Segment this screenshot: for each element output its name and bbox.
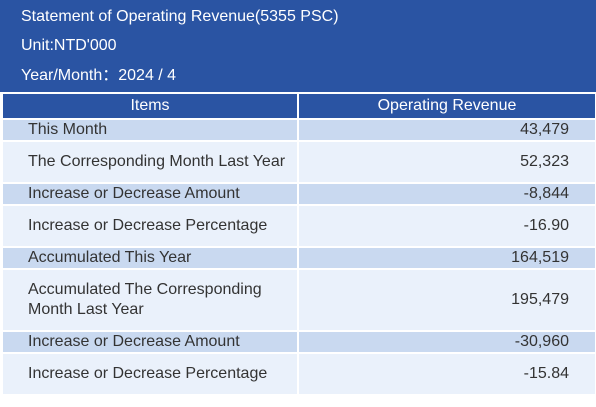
table-row: Increase or Decrease Percentage -15.84 [1,352,596,396]
column-header-items: Items [1,92,299,120]
item-cell: Increase or Decrease Percentage [1,204,299,248]
value-cell: 195,479 [297,268,596,332]
table-row: Increase or Decrease Amount -8,844 [1,182,596,206]
item-cell: Accumulated This Year [1,246,299,270]
table-row: The Corresponding Month Last Year 52,323 [1,140,596,184]
value-cell: 164,519 [297,246,596,270]
value-cell: 43,479 [297,118,596,142]
table-row: Accumulated The Corresponding Month Last… [1,268,596,332]
table-row: Increase or Decrease Percentage -16.90 [1,204,596,248]
value-cell: -16.90 [297,204,596,248]
statement-title: Statement of Operating Revenue(5355 PSC) [21,8,339,25]
item-cell: This Month [1,118,299,142]
value-cell: -8,844 [297,182,596,206]
column-header-operating-revenue: Operating Revenue [297,92,596,120]
period-label: Year/Month：2024 / 4 [21,67,177,84]
table-header-row: Items Operating Revenue [1,92,596,120]
value-cell: -15.84 [297,352,596,396]
item-cell: Accumulated The Corresponding Month Last… [1,268,299,332]
table-row: This Month 43,479 [1,118,596,142]
statement-header: Statement of Operating Revenue(5355 PSC)… [0,0,596,92]
item-cell: Increase or Decrease Percentage [1,352,299,396]
item-cell: Increase or Decrease Amount [1,182,299,206]
table-row: Accumulated This Year 164,519 [1,246,596,270]
value-cell: -30,960 [297,330,596,354]
value-cell: 52,323 [297,140,596,184]
item-cell: Increase or Decrease Amount [1,330,299,354]
item-cell: The Corresponding Month Last Year [1,140,299,184]
unit-label: Unit:NTD'000 [21,37,117,54]
table-row: Increase or Decrease Amount -30,960 [1,330,596,354]
revenue-table: Items Operating Revenue This Month 43,47… [1,92,596,396]
